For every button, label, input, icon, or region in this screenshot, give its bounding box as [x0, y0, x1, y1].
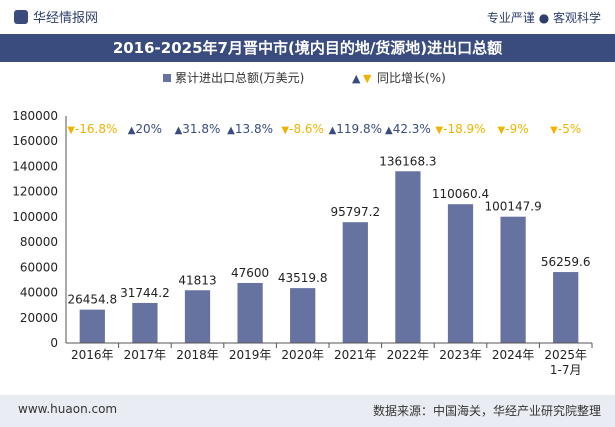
legend-down-icon: ▼: [363, 72, 372, 85]
y-tick-label: 60000: [20, 260, 58, 274]
bar: [395, 171, 421, 343]
y-tick-label: 40000: [20, 286, 58, 300]
brand-logo-icon: [14, 10, 28, 24]
y-tick-label: 20000: [20, 311, 58, 325]
top-bar: 华经情报网 专业严谨 ● 客观科学: [0, 0, 615, 34]
growth-up-icon: ▲: [227, 125, 235, 136]
bar: [447, 204, 474, 343]
x-tick-label: 2022年: [387, 348, 430, 362]
y-tick-label: 180000: [12, 109, 58, 123]
legend: 累计进出口总额(万美元) ▲ ▼ 同比增长(%): [163, 71, 446, 85]
growth-label: ▲42.3%: [385, 122, 431, 136]
growth-label: ▼-18.9%: [435, 122, 485, 136]
tagline: 专业严谨 ● 客观科学: [486, 11, 601, 25]
x-tick-label: 2024年: [492, 348, 535, 362]
legend-bar-swatch: [163, 74, 171, 82]
x-tick-label: 2025年: [544, 348, 587, 362]
bar: [132, 302, 158, 343]
growth-value: 20%: [135, 122, 162, 136]
legend-up-icon: ▲: [352, 72, 361, 85]
bar: [342, 222, 368, 343]
growth-label: ▼-8.6%: [281, 122, 324, 136]
x-tick-label: 2020年: [281, 348, 324, 362]
bar: [79, 309, 105, 343]
x-tick-label: 2017年: [124, 348, 167, 362]
bar: [290, 288, 316, 343]
bar: [184, 290, 211, 343]
growth-down-icon: ▼: [281, 125, 289, 136]
bar-value-label: 26454.8: [67, 293, 117, 307]
growth-down-icon: ▼: [498, 125, 506, 136]
x-tick-label: 1-7月: [550, 363, 582, 377]
growth-value: 119.8%: [336, 122, 382, 136]
growth-down-icon: ▼: [435, 125, 443, 136]
growth-label: ▲119.8%: [329, 122, 382, 136]
bar: [237, 282, 263, 343]
growth-label: ▲13.8%: [227, 122, 273, 136]
bar: [500, 216, 526, 343]
bar: [553, 272, 579, 343]
footer: www.huaon.com 数据来源：中国海关，华经产业研究院整理: [0, 395, 615, 427]
growth-value: -5%: [558, 122, 581, 136]
growth-value: -16.8%: [75, 122, 117, 136]
bar-chart: 累计进出口总额(万美元) ▲ ▼ 同比增长(%) 0 20000 40000 6000…: [12, 71, 593, 377]
x-tick-label: 2018年: [176, 348, 219, 362]
growth-value: -18.9%: [443, 122, 485, 136]
growth-down-icon: ▼: [550, 125, 558, 136]
bars: 26454.8 31744.2 41813 47600 43519.8 95797.2 13…: [67, 154, 591, 343]
growth-value: 13.8%: [235, 122, 273, 136]
bar-value-label: 41813: [178, 273, 216, 287]
y-axis: 0 20000 40000 60000 80000 100000 120000 140000 1…: [12, 109, 67, 350]
growth-up-icon: ▲: [385, 125, 393, 136]
growth-up-icon: ▲: [329, 125, 337, 136]
bar-value-label: 31744.2: [120, 286, 170, 300]
growth-label: ▲20%: [128, 122, 162, 136]
x-axis: 2016年 2017年 2018年 2019年 2020年 2021年 2022年 2023年…: [66, 342, 593, 377]
growth-label: ▼-5%: [550, 122, 581, 136]
growth-up-icon: ▲: [175, 125, 183, 136]
bar-value-label: 136168.3: [379, 154, 436, 168]
bar-value-label: 47600: [231, 266, 269, 280]
legend-label-total: 累计进出口总额(万美元): [175, 71, 304, 85]
footer-source: 数据来源：中国海关，华经产业研究院整理: [372, 404, 601, 418]
y-tick-label: 0: [50, 336, 58, 350]
x-tick-label: 2023年: [439, 348, 482, 362]
x-tick-label: 2019年: [229, 348, 272, 362]
growth-value: 42.3%: [393, 122, 431, 136]
x-tick-label: 2016年: [71, 348, 114, 362]
growth-label: ▼-9%: [498, 122, 529, 136]
growth-label: ▼-16.8%: [67, 122, 117, 136]
y-tick-label: 140000: [12, 159, 58, 173]
growth-labels: ▼-16.8% ▲20% ▲31.8% ▲13.8% ▼-8.6% ▲119.8% ▲42.…: [67, 122, 581, 136]
bar-value-label: 110060.4: [432, 187, 489, 201]
y-tick-label: 80000: [20, 235, 58, 249]
y-tick-label: 160000: [12, 134, 58, 148]
growth-label: ▲31.8%: [175, 122, 221, 136]
x-tick-label: 2021年: [334, 348, 377, 362]
growth-down-icon: ▼: [67, 125, 75, 136]
growth-value: -8.6%: [289, 122, 324, 136]
legend-label-growth: 同比增长(%): [377, 71, 446, 85]
y-tick-label: 120000: [12, 185, 58, 199]
chart-title: 2016-2025年7月晋中市(境内目的地/货源地)进出口总额: [0, 34, 615, 62]
growth-value: -9%: [505, 122, 528, 136]
brand: 华经情报网: [14, 7, 98, 26]
y-tick-label: 100000: [12, 210, 58, 224]
bar-value-label: 56259.6: [541, 255, 591, 269]
bar-value-label: 95797.2: [330, 205, 380, 219]
growth-value: 31.8%: [182, 122, 220, 136]
bar-value-label: 100147.9: [484, 200, 541, 214]
bar-value-label: 43519.8: [278, 271, 328, 285]
footer-url: www.huaon.com: [18, 402, 118, 416]
growth-up-icon: ▲: [128, 125, 136, 136]
brand-name: 华经情报网: [33, 11, 99, 26]
